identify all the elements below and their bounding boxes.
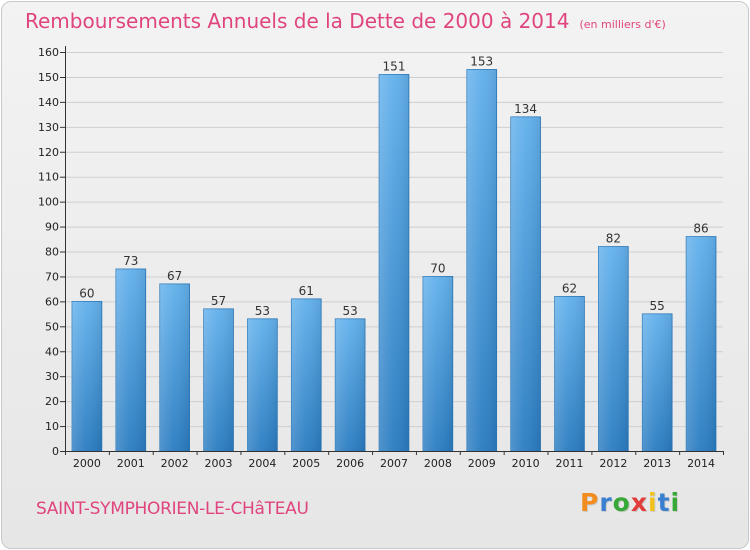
bar-shine	[510, 116, 541, 452]
y-tick-label: 40	[45, 345, 59, 358]
logo-letter: x	[630, 488, 648, 517]
bar-shine	[642, 313, 673, 451]
bar-shine	[686, 236, 716, 451]
x-tick-label: 2003	[205, 457, 233, 470]
bar-value-label: 55	[650, 299, 665, 313]
x-tick-label: 2005	[292, 457, 320, 470]
y-tick-label: 110	[38, 171, 59, 184]
y-tick-label: 160	[38, 46, 59, 59]
y-tick-label: 0	[52, 445, 59, 458]
bar-value-label: 82	[606, 232, 621, 246]
bar-shine	[203, 308, 234, 451]
bar-value-label: 86	[693, 222, 708, 236]
y-tick-label: 140	[38, 96, 59, 109]
y-tick-label: 130	[38, 121, 59, 134]
y-tick-label: 50	[45, 320, 59, 333]
bar-value-label: 53	[342, 304, 357, 318]
y-tick-label: 10	[45, 420, 59, 433]
bar-value-label: 73	[123, 254, 138, 268]
bar-shine	[159, 283, 190, 451]
y-tick-label: 60	[45, 295, 59, 308]
bar-value-label: 53	[255, 304, 270, 318]
bar-value-label: 134	[514, 102, 537, 116]
x-tick-label: 2006	[336, 457, 364, 470]
logo-letter: P	[580, 488, 600, 517]
bar-value-label: 62	[562, 281, 577, 295]
y-tick-label: 70	[45, 270, 59, 283]
bar-value-label: 153	[470, 54, 493, 68]
bar-shine	[72, 301, 102, 451]
town-name: SAINT-SYMPHORIEN-LE-CHâTEAU	[36, 499, 309, 519]
bar-shine	[598, 246, 629, 451]
bar-shine	[466, 69, 497, 452]
bar-value-label: 61	[299, 284, 314, 298]
bar-shine	[115, 268, 146, 451]
x-tick-label: 2012	[599, 457, 627, 470]
x-tick-label: 2001	[117, 457, 145, 470]
bar-value-label: 70	[430, 261, 445, 275]
bar-value-label: 151	[383, 59, 406, 73]
x-tick-label: 2008	[424, 457, 452, 470]
x-tick-label: 2013	[643, 457, 671, 470]
proxiti-logo[interactable]: Proxiti	[580, 488, 680, 517]
axes: 0 10 20 30 40 50 60 70 80 90 100 110 120 130 140 150 160…	[38, 46, 724, 470]
logo-letter: t	[657, 488, 671, 517]
logo-letter: i	[670, 488, 681, 517]
bar-shine	[554, 296, 585, 451]
y-tick-label: 30	[45, 370, 59, 383]
chart-title: Remboursements Annuels de la Dette de 20…	[25, 9, 666, 33]
y-tick-label: 120	[38, 146, 59, 159]
bar-value-label: 60	[79, 286, 94, 300]
x-tick-label: 2009	[468, 457, 496, 470]
x-tick-label: 2002	[161, 457, 189, 470]
y-tick-label: 80	[45, 246, 59, 259]
chart-title-text: Remboursements Annuels de la Dette de 20…	[25, 9, 570, 33]
value-labels: 60 73 67 57 53 61 53 151 70 153 134 62 82 55 86	[79, 54, 708, 317]
x-tick-label: 2014	[687, 457, 715, 470]
logo-letter: r	[599, 488, 613, 517]
y-tick-label: 100	[38, 196, 59, 209]
bar-shine	[291, 298, 322, 451]
logo-letter: o	[612, 488, 631, 517]
bar-value-label: 67	[167, 269, 182, 283]
bars	[71, 69, 717, 452]
y-tick-label: 20	[45, 395, 59, 408]
x-tick-label: 2004	[248, 457, 276, 470]
y-tick-label: 150	[38, 71, 59, 84]
bar-shine	[247, 318, 278, 451]
bar-value-label: 57	[211, 294, 226, 308]
chart-subtitle: (en milliers d'€)	[579, 18, 666, 31]
y-tick-label: 90	[45, 221, 59, 234]
logo-letter: i	[648, 488, 658, 517]
bar-shine	[335, 318, 366, 451]
x-tick-label: 2000	[73, 457, 101, 470]
x-tick-label: 2007	[380, 457, 408, 470]
x-tick-label: 2010	[512, 457, 540, 470]
bar-shine	[379, 74, 409, 451]
bar-shine	[422, 276, 453, 451]
x-tick-label: 2011	[555, 457, 583, 470]
